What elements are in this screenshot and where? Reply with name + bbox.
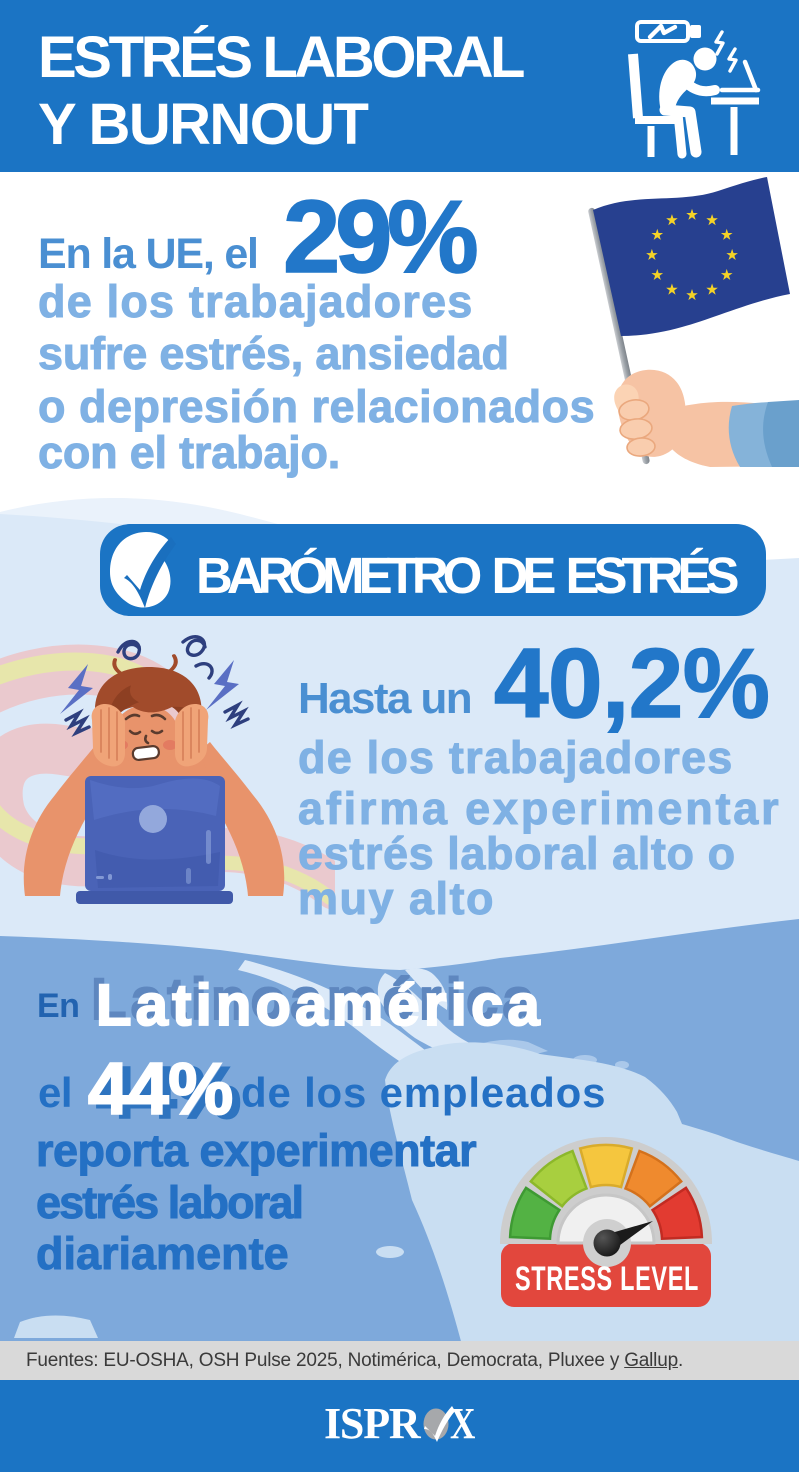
svg-text:STRESS LEVEL: STRESS LEVEL	[515, 1261, 699, 1298]
